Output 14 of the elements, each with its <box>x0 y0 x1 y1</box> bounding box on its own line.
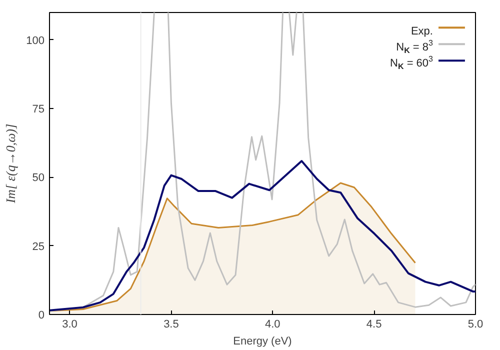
y-tick-label: 75 <box>32 104 45 116</box>
line-series <box>50 160 476 312</box>
y-tick-label: 25 <box>32 240 45 253</box>
x-tick-label: 5.0 <box>468 318 484 330</box>
x-axis-title: Energy (eV) <box>233 336 292 348</box>
x-tick-label: 4.5 <box>366 318 382 330</box>
x-tick-label: 3.0 <box>62 318 78 330</box>
legend-label: Exp. <box>410 26 433 38</box>
y-axis-title: Im[ ε(q→0,ω)] <box>3 124 18 204</box>
x-tick-label: 3.5 <box>164 318 179 330</box>
x-tick-label: 4.0 <box>264 318 280 330</box>
y-tick-label: 50 <box>32 172 45 184</box>
y-tick-label: 0 <box>38 310 45 322</box>
y-tick-label: 100 <box>26 34 45 47</box>
